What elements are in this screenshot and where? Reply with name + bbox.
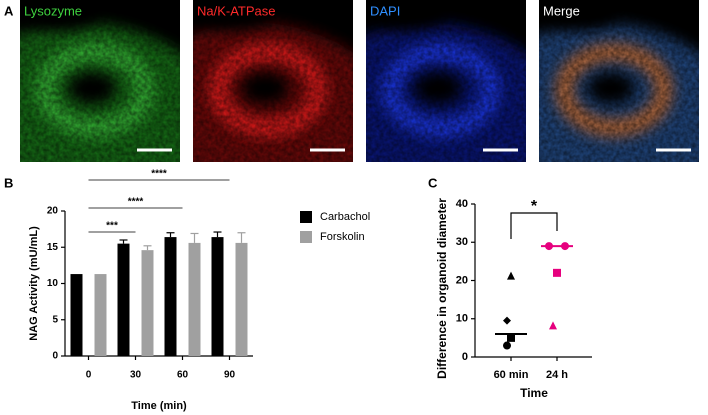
point — [561, 242, 569, 251]
texture — [20, 0, 180, 162]
micrograph: Lysozyme — [20, 0, 180, 162]
x-tick-label: 60 min — [494, 369, 529, 381]
significance-label: * — [531, 198, 538, 215]
error-bar — [237, 232, 246, 243]
x-tick-label: 24 h — [546, 369, 568, 381]
legend-label: Forskolin — [320, 231, 365, 243]
significance-label: *** — [106, 221, 118, 232]
texture — [366, 0, 526, 162]
image-content — [539, 0, 699, 162]
point — [545, 242, 553, 251]
error-bar — [143, 245, 152, 251]
bar — [164, 237, 177, 356]
bar — [117, 243, 130, 356]
bar — [94, 274, 107, 356]
point — [503, 341, 511, 350]
error-bar — [119, 239, 128, 244]
y-tick-label: 0 — [462, 351, 468, 363]
error-bar — [190, 232, 199, 243]
bar — [141, 250, 154, 356]
image-label: Merge — [543, 3, 580, 18]
image-label: DAPI — [370, 3, 400, 18]
bar — [70, 274, 83, 356]
point — [549, 321, 557, 330]
significance-label: **** — [151, 169, 167, 180]
point — [553, 268, 561, 277]
micrograph: Merge — [539, 0, 699, 162]
micrograph: DAPI — [366, 0, 526, 162]
bar — [188, 242, 201, 356]
texture — [193, 0, 353, 162]
legend-label: Carbachol — [320, 211, 370, 223]
y-tick-label: 20 — [47, 206, 59, 217]
image-label: Lysozyme — [24, 3, 82, 18]
micrograph: Na/K-ATPase — [193, 0, 353, 162]
panel-label: B — [4, 175, 13, 190]
panel-label: C — [428, 175, 438, 190]
y-tick-label: 10 — [47, 278, 59, 289]
image-content — [193, 0, 353, 162]
error-bar — [166, 232, 175, 238]
y-axis-title: Difference in organoid diameter — [435, 198, 449, 379]
image-content — [366, 0, 526, 162]
panel-label: A — [4, 3, 14, 18]
image-label: Na/K-ATPase — [197, 3, 276, 18]
point — [507, 271, 515, 280]
image-content — [20, 0, 180, 162]
x-tick-label: 90 — [224, 370, 236, 381]
texture — [539, 0, 699, 162]
legend-swatch — [300, 211, 312, 223]
point — [503, 316, 511, 325]
y-tick-label: 15 — [47, 242, 59, 253]
significance-bracket — [510, 212, 558, 239]
error-bar — [213, 231, 222, 238]
micrographs: Lysozyme Na/K-ATPase DAPI Merge — [20, 0, 699, 162]
legend-swatch — [300, 231, 312, 243]
bar — [235, 242, 248, 356]
x-axis-title: Time — [520, 386, 548, 400]
point — [507, 333, 515, 342]
y-tick-label: 5 — [52, 314, 58, 325]
x-tick-label: 0 — [86, 370, 92, 381]
bar — [211, 237, 224, 356]
x-tick-label: 60 — [177, 370, 189, 381]
y-tick-label: 0 — [52, 351, 58, 362]
y-tick-label: 20 — [456, 274, 468, 286]
x-axis-title: Time (min) — [131, 400, 187, 412]
y-axis-title: NAG Activity (mU/mL) — [28, 226, 40, 341]
y-tick-label: 30 — [456, 236, 468, 248]
y-tick-label: 10 — [456, 313, 468, 325]
x-tick-label: 30 — [130, 370, 142, 381]
y-tick-label: 40 — [456, 198, 468, 210]
significance-label: **** — [128, 197, 144, 208]
